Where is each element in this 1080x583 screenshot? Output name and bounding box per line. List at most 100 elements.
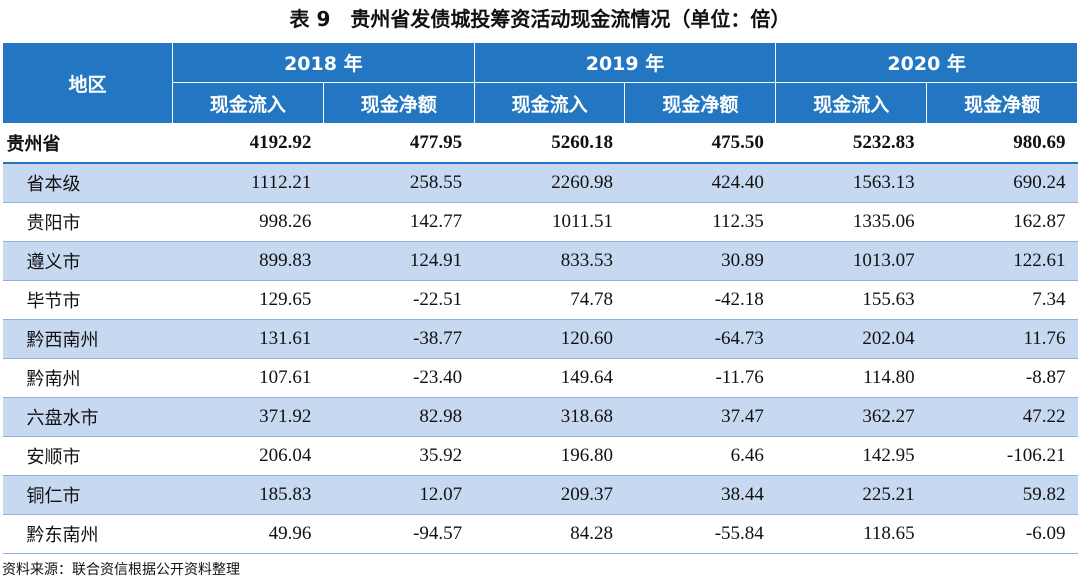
table-row: 贵阳市 998.26 142.77 1011.51 112.35 1335.06 162.8… bbox=[2, 202, 1078, 242]
header-row: 地区 2018 年 2019 年 2020 年 bbox=[2, 42, 1078, 124]
value-cell: 5232.83 bbox=[775, 123, 927, 164]
region-header: 地区 bbox=[2, 42, 173, 124]
column-header: 现金流入 bbox=[473, 82, 626, 124]
value-cell: 980.69 bbox=[926, 123, 1078, 164]
value-cell: -94.57 bbox=[323, 514, 475, 554]
value-cell: 129.65 bbox=[172, 280, 324, 320]
value-cell: 1013.07 bbox=[775, 241, 927, 281]
value-cell: 35.92 bbox=[323, 436, 475, 476]
year-header: 2020 年 bbox=[775, 42, 1078, 83]
value-cell: -55.84 bbox=[624, 514, 776, 554]
value-cell: 162.87 bbox=[926, 202, 1078, 242]
value-cell: 899.83 bbox=[172, 241, 324, 281]
value-cell: 477.95 bbox=[323, 123, 475, 164]
value-cell: -22.51 bbox=[323, 280, 475, 320]
value-cell: 131.61 bbox=[172, 319, 324, 359]
year-header: 2019 年 bbox=[473, 42, 777, 83]
table-row: 安顺市 206.04 35.92 196.80 6.46 142.95 -106.21 bbox=[2, 436, 1078, 476]
value-cell: 38.44 bbox=[624, 475, 776, 515]
table-row: 省本级 1112.21 258.55 2260.98 424.40 1563.13 690.… bbox=[2, 163, 1078, 203]
region-cell: 黔东南州 bbox=[2, 514, 173, 554]
table-row: 黔南州 107.61 -23.40 149.64 -11.76 114.80 -8.87 bbox=[2, 358, 1078, 398]
region-cell: 黔南州 bbox=[2, 358, 173, 398]
value-cell: 47.22 bbox=[926, 397, 1078, 437]
region-cell: 贵州省 bbox=[2, 123, 173, 164]
value-cell: 118.65 bbox=[775, 514, 927, 554]
value-cell: 2260.98 bbox=[474, 163, 625, 203]
value-cell: 149.64 bbox=[474, 358, 625, 398]
value-cell: 4192.92 bbox=[172, 123, 324, 164]
value-cell: -8.87 bbox=[926, 358, 1078, 398]
value-cell: 84.28 bbox=[474, 514, 625, 554]
value-cell: 833.53 bbox=[474, 241, 625, 281]
value-cell: 6.46 bbox=[624, 436, 776, 476]
value-cell: 185.83 bbox=[172, 475, 324, 515]
value-cell: 258.55 bbox=[323, 163, 475, 203]
value-cell: 1112.21 bbox=[172, 163, 324, 203]
value-cell: 362.27 bbox=[775, 397, 927, 437]
value-cell: -64.73 bbox=[624, 319, 776, 359]
column-header: 现金净额 bbox=[926, 82, 1078, 124]
value-cell: -6.09 bbox=[926, 514, 1078, 554]
table-row: 六盘水市 371.92 82.98 318.68 37.47 362.27 47.22 bbox=[2, 397, 1078, 437]
value-cell: -23.40 bbox=[323, 358, 475, 398]
value-cell: 82.98 bbox=[323, 397, 475, 437]
region-cell: 安顺市 bbox=[2, 436, 173, 476]
value-cell: 475.50 bbox=[624, 123, 776, 164]
column-header: 现金流入 bbox=[172, 82, 324, 124]
table-title: 表 9 贵州省发债城投筹资活动现金流情况（单位：倍） bbox=[289, 7, 791, 31]
value-cell: 59.82 bbox=[926, 475, 1078, 515]
value-cell: -42.18 bbox=[624, 280, 776, 320]
region-cell: 黔西南州 bbox=[2, 319, 173, 359]
region-cell: 铜仁市 bbox=[2, 475, 173, 515]
value-cell: 112.35 bbox=[624, 202, 776, 242]
table-row: 铜仁市 185.83 12.07 209.37 38.44 225.21 59.82 bbox=[2, 475, 1078, 515]
value-cell: 11.76 bbox=[926, 319, 1078, 359]
table-row: 贵州省 4192.92 477.95 5260.18 475.50 5232.83 980.… bbox=[2, 123, 1078, 164]
value-cell: 114.80 bbox=[775, 358, 927, 398]
column-header: 现金净额 bbox=[624, 82, 777, 124]
data-table: 地区 2018 年 2019 年 2020 年 现金流入 现金净额 现金流入 现金净额… bbox=[2, 42, 1078, 554]
region-cell: 遵义市 bbox=[2, 241, 173, 281]
table-row: 黔东南州 49.96 -94.57 84.28 -55.84 118.65 -6.09 bbox=[2, 514, 1078, 554]
table-body: 贵州省 4192.92 477.95 5260.18 475.50 5232.83 980.… bbox=[2, 123, 1078, 554]
value-cell: 371.92 bbox=[172, 397, 324, 437]
value-cell: 30.89 bbox=[624, 241, 776, 281]
value-cell: 120.60 bbox=[474, 319, 625, 359]
value-cell: 12.07 bbox=[323, 475, 475, 515]
region-cell: 贵阳市 bbox=[2, 202, 173, 242]
value-cell: 196.80 bbox=[474, 436, 625, 476]
table-row: 毕节市 129.65 -22.51 74.78 -42.18 155.63 7.34 bbox=[2, 280, 1078, 320]
value-cell: 1335.06 bbox=[775, 202, 927, 242]
column-header: 现金净额 bbox=[322, 82, 475, 124]
value-cell: 49.96 bbox=[172, 514, 324, 554]
value-cell: 206.04 bbox=[172, 436, 324, 476]
value-cell: 209.37 bbox=[474, 475, 625, 515]
value-cell: 124.91 bbox=[323, 241, 475, 281]
value-cell: 998.26 bbox=[172, 202, 324, 242]
source-note: 资料来源：联合资信根据公开资料整理 bbox=[2, 562, 240, 578]
value-cell: 225.21 bbox=[775, 475, 927, 515]
header-row: 现金流入 现金净额 现金流入 现金净额 现金流入 现金净额 bbox=[3, 82, 1078, 124]
region-cell: 毕节市 bbox=[2, 280, 173, 320]
value-cell: -38.77 bbox=[323, 319, 475, 359]
value-cell: 690.24 bbox=[926, 163, 1078, 203]
region-cell: 六盘水市 bbox=[2, 397, 173, 437]
value-cell: -11.76 bbox=[624, 358, 776, 398]
value-cell: 1563.13 bbox=[775, 163, 927, 203]
table-row: 遵义市 899.83 124.91 833.53 30.89 1013.07 122.61 bbox=[2, 241, 1078, 281]
value-cell: 202.04 bbox=[775, 319, 927, 359]
value-cell: 424.40 bbox=[624, 163, 776, 203]
value-cell: -106.21 bbox=[926, 436, 1078, 476]
value-cell: 37.47 bbox=[624, 397, 776, 437]
value-cell: 107.61 bbox=[172, 358, 324, 398]
column-header: 现金流入 bbox=[775, 82, 928, 124]
year-header: 2018 年 bbox=[172, 42, 475, 83]
value-cell: 5260.18 bbox=[474, 123, 625, 164]
value-cell: 7.34 bbox=[926, 280, 1078, 320]
value-cell: 74.78 bbox=[474, 280, 625, 320]
value-cell: 318.68 bbox=[474, 397, 625, 437]
table-row: 黔西南州 131.61 -38.77 120.60 -64.73 202.04 11.76 bbox=[2, 319, 1078, 359]
value-cell: 122.61 bbox=[926, 241, 1078, 281]
